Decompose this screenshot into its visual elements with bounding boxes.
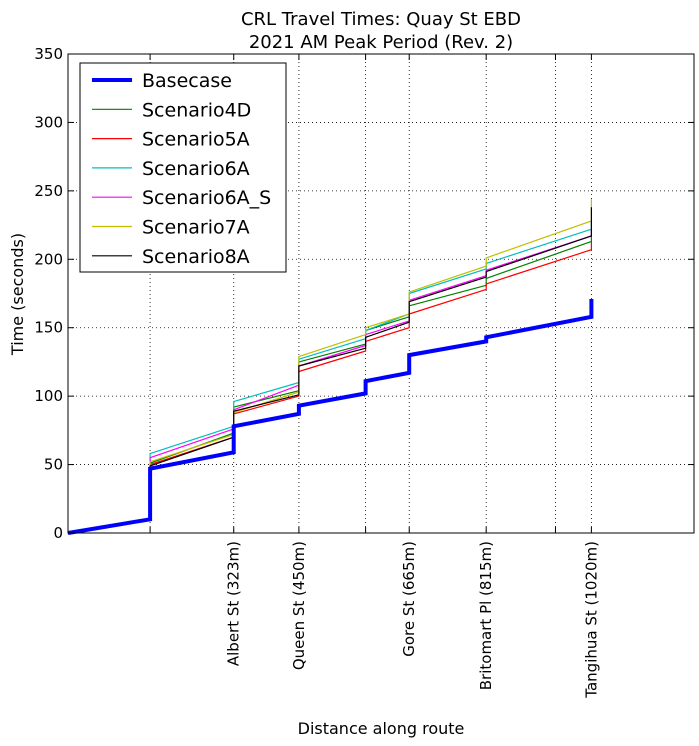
y-tick-label: 0	[53, 524, 63, 542]
plot-frame	[67, 53, 695, 534]
series-line-basecase	[67, 299, 594, 535]
y-tick-label: 350	[34, 45, 63, 63]
series-line-scenario7a	[67, 199, 593, 534]
legend-entry: Scenario4D	[142, 99, 251, 121]
x-tick-label: Queen St (450m)	[290, 541, 308, 670]
legend-entry: Scenario6A	[142, 158, 250, 180]
series-line-scenario5a	[67, 242, 593, 534]
chart-title: CRL Travel Times: Quay St EBD	[241, 9, 521, 30]
x-tick-label: Tangihua St (1020m)	[582, 541, 600, 699]
legend-entry: Scenario7A	[142, 217, 250, 239]
y-tick-label: 150	[34, 319, 63, 337]
y-tick-label: 100	[34, 387, 63, 405]
chart-subtitle: 2021 AM Peak Period (Rev. 2)	[249, 32, 513, 53]
legend-entry: Scenario6A_S	[142, 187, 271, 209]
y-tick-label: 50	[44, 456, 63, 474]
y-tick-label: 250	[34, 182, 63, 200]
x-tick-label: Gore St (665m)	[400, 541, 418, 657]
series-layer	[67, 199, 594, 535]
legend-entry: Scenario5A	[142, 129, 250, 151]
legend-entry: Scenario8A	[142, 246, 250, 268]
axes: 0 50 100 150 200 250 300 350 Albert St (323m) Que…	[34, 45, 694, 699]
x-axis-label: Distance along route	[298, 719, 465, 738]
x-tick-label: Albert St (323m)	[225, 541, 243, 666]
series-line-scenario8a	[67, 207, 593, 534]
x-tick-label: Britomart Pl (815m)	[477, 541, 495, 690]
legend: Basecase Scenario4D Scenario5A Scenario6A Sc…	[79, 62, 287, 273]
series-line-scenario4d	[67, 234, 593, 534]
y-tick-label: 300	[34, 113, 63, 131]
y-axis-label: Time (seconds)	[8, 233, 27, 356]
legend-entry: Basecase	[142, 70, 232, 92]
y-tick-label: 200	[34, 250, 63, 268]
